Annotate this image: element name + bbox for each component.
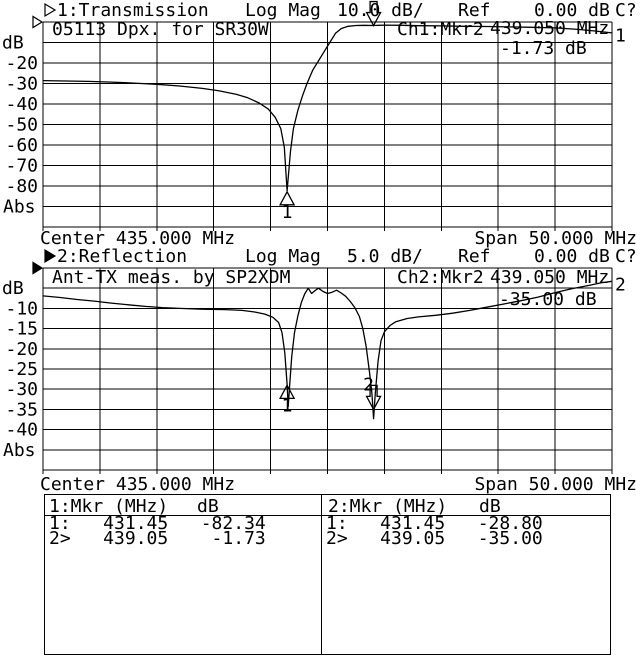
ch1-scale: 10.0 dB/: [337, 0, 424, 21]
ch1-annotation: 05113 Dpx. for SR30W: [52, 19, 269, 40]
ch1-ref-value: 0.00 dB: [534, 0, 610, 21]
ch1-ref-label: Ref: [458, 0, 491, 21]
marker-table-ch1-header: 1:Mkr (MHz) dB: [45, 495, 321, 516]
marker-table-row: 1: 431.45 -82.34: [49, 513, 266, 534]
trace-ch2: [42, 280, 613, 420]
marker-table-row: 2> 439.05 -1.73: [49, 528, 266, 549]
ch2-span: Span 50.000 MHz: [474, 474, 637, 495]
ch2-title: 2:Reflection: [57, 246, 188, 267]
marker-table-ch1-title: 1:Mkr (MHz): [49, 496, 169, 517]
marker-table-ch1: 1:Mkr (MHz) dB 1: 431.45 -82.34 2> 439.05…: [44, 494, 322, 655]
y-tick-label-ch1: -80: [5, 176, 38, 197]
marker-1-label-ch2: 1: [282, 395, 293, 416]
ch2-format: Log Mag: [245, 246, 321, 267]
inactive-channel-triangle-icon-ch1: [44, 2, 57, 18]
ch1-cal-badge: C?: [615, 0, 637, 21]
y-tick-label-ch1: -60: [5, 135, 38, 156]
y-tick-label-ch1: -50: [5, 115, 38, 136]
y-tick-label-ch1: -70: [5, 156, 38, 177]
active-channel-triangle-icon-ch2: [44, 248, 57, 264]
marker-table-ch2-title: 2:Mkr (MHz): [328, 496, 448, 517]
y-tick-label-ch2: -35: [5, 399, 38, 420]
marker-1-label-ch1: 1: [282, 202, 293, 223]
y-tick-label-ch1: dB: [2, 33, 24, 54]
y-tick-label-ch1: Abs: [3, 197, 36, 218]
trace-ch1: [42, 24, 613, 192]
ch2-ref-label: Ref: [458, 246, 491, 267]
marker-table-row: 1: 431.45 -28.80: [326, 513, 543, 534]
ch2-marker-readout-freq: 439.050 MHz: [490, 267, 610, 288]
marker-2-arrow-icon-ch2: [365, 384, 382, 411]
marker-table-ch1-unit: dB: [197, 496, 219, 517]
marker-table-ch2-header: 2:Mkr (MHz) dB: [322, 495, 610, 516]
marker-1-triangle-icon-ch1: [279, 190, 296, 206]
ch1-center-frequency: Center 435.000 MHz: [40, 228, 236, 249]
ch2-marker-readout-label: Ch2:Mkr2: [397, 267, 484, 288]
ch2-center-frequency: Center 435.000 MHz: [40, 474, 236, 495]
marker-table-row: 2> 439.05 -35.00: [326, 528, 543, 549]
y-tick-label-ch2: -20: [5, 339, 38, 360]
marker-2-label-ch2: 2: [363, 374, 374, 395]
marker-1-triangle-icon-ch2: [279, 383, 296, 400]
marker-2-arrow-icon-ch1: [365, 0, 382, 27]
y-tick-label-ch1: -30: [5, 74, 38, 95]
marker-table-ch2-rows: 1: 431.45 -28.80 2> 439.05 -35.00: [326, 513, 610, 549]
ch2-annotation: Ant-TX meas. by SP2XDM: [52, 267, 291, 288]
ref-level-indicator-ch2: [32, 261, 44, 275]
ch2-cal-badge: C?: [615, 246, 637, 267]
ch1-marker-readout-value: -1.73 dB: [500, 38, 587, 59]
y-tick-label-ch2: dB: [2, 278, 24, 299]
ch1-marker-readout-freq: 439.050 MHz: [490, 18, 610, 39]
ch2-marker-readout-value: -35.00 dB: [499, 289, 597, 310]
marker-table-ch2-unit: dB: [479, 496, 501, 517]
y-tick-label-ch1: -40: [5, 94, 38, 115]
ref-level-indicator-ch1: [32, 15, 44, 29]
trace-number-ch2: 2: [615, 275, 626, 296]
y-tick-label-ch2: -25: [5, 359, 38, 380]
ch2-scale: 5.0 dB/: [347, 246, 423, 267]
y-tick-label-ch2: -30: [5, 379, 38, 400]
y-tick-label-ch1: -20: [5, 53, 38, 74]
ch1-span: Span 50.000 MHz: [474, 228, 637, 249]
ch1-format: Log Mag: [245, 0, 321, 21]
ch2-ref-value: 0.00 dB: [534, 246, 610, 267]
y-tick-label-ch2: -10: [5, 298, 38, 319]
trace-number-ch1: 1: [615, 25, 626, 46]
ch1-title: 1:Transmission: [57, 0, 209, 21]
ch1-marker-readout-label: Ch1:Mkr2: [397, 19, 484, 40]
marker-table-ch2: 2:Mkr (MHz) dB 1: 431.45 -28.80 2> 439.05…: [321, 494, 611, 655]
y-tick-label-ch2: -15: [5, 319, 38, 340]
y-tick-label-ch2: Abs: [3, 440, 36, 461]
marker-table-ch1-rows: 1: 431.45 -82.34 2> 439.05 -1.73: [49, 513, 321, 549]
y-tick-label-ch2: -40: [5, 420, 38, 441]
